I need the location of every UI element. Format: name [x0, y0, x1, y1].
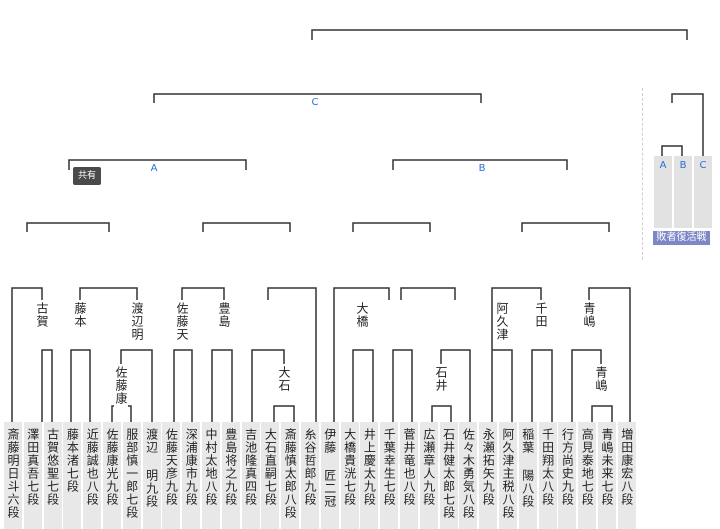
block-label-a[interactable]: A	[150, 163, 158, 174]
winner-name: 藤本	[73, 300, 87, 330]
player-name: 吉池隆真四段	[243, 428, 258, 506]
block-label-c[interactable]: C	[311, 97, 319, 108]
section-divider	[642, 88, 643, 260]
player-name: 稲葉 陽八段	[520, 428, 535, 508]
block-label-b[interactable]: B	[478, 163, 486, 174]
player-name: 近藤誠也八段	[85, 428, 100, 506]
player-name: 井上慶太九段	[362, 428, 377, 506]
player-name: 佐々木勇気八段	[461, 428, 476, 519]
player-cell[interactable]: 藤本渚七段	[63, 422, 82, 529]
player-name: 古賀悠聖七段	[45, 428, 60, 506]
winner-name: 青嶋	[582, 300, 596, 330]
player-name: 糸谷哲郎九段	[303, 428, 317, 506]
player-name: 千葉幸生七段	[382, 428, 397, 506]
player-cell[interactable]: 大橋貴洸七段	[340, 422, 359, 529]
player-name: 深浦康市九段	[184, 428, 199, 506]
bracket-lines	[11, 29, 704, 422]
player-name: 永瀬拓矢九段	[481, 428, 496, 506]
share-button[interactable]: 共有	[73, 167, 101, 185]
player-cell[interactable]: 大石直嗣七段	[261, 422, 280, 529]
winner-name: 渡辺明	[130, 300, 144, 343]
winner-name: 大石	[277, 364, 291, 394]
player-name: 佐藤天彦九段	[164, 428, 179, 506]
player-name: 豊島将之九段	[223, 428, 238, 506]
player-name: 高見泰地七段	[580, 428, 595, 506]
player-cell[interactable]: 佐々木勇気八段	[459, 422, 478, 529]
player-name: 藤本渚七段	[65, 428, 80, 493]
player-cell[interactable]: 近藤誠也八段	[83, 422, 102, 529]
player-cell[interactable]: 千葉幸生七段	[380, 422, 399, 529]
player-cell[interactable]: 吉池隆真四段	[241, 422, 260, 529]
player-cell[interactable]: 稲葉 陽八段	[518, 422, 537, 529]
player-cell[interactable]: 渡辺 明九段	[142, 422, 161, 529]
winner-name: 千田	[534, 300, 548, 330]
player-cell[interactable]: 豊島将之九段	[221, 422, 240, 529]
player-name: 行方尚史九段	[560, 428, 575, 506]
player-cell[interactable]: 阿久津主税八段	[499, 422, 517, 529]
player-name: 渡辺 明九段	[144, 428, 159, 508]
player-name: 中村太地八段	[204, 428, 218, 506]
player-cell[interactable]: 広瀬章人九段	[419, 422, 438, 529]
player-name: 澤田真吾七段	[25, 428, 40, 506]
player-name: 千田翔太八段	[540, 428, 555, 506]
winner-name: 豊島	[217, 300, 231, 330]
winner-name: 石井	[434, 364, 448, 394]
player-cell[interactable]: 高見泰地七段	[578, 422, 597, 529]
player-cell[interactable]: 伊藤 匠二冠	[320, 422, 339, 529]
player-cell[interactable]: 佐藤康光九段	[103, 422, 121, 529]
player-name: 服部慎一郎七段	[124, 428, 139, 519]
player-name: 青嶋未来七段	[600, 428, 614, 506]
revival-col-b[interactable]: B	[674, 156, 692, 228]
player-cell[interactable]: 糸谷哲郎九段	[301, 422, 319, 529]
player-name: 伊藤 匠二冠	[322, 428, 337, 508]
player-cell[interactable]: 深浦康市九段	[182, 422, 201, 529]
player-cell[interactable]: 石井健太郎七段	[439, 422, 458, 529]
revival-col-a[interactable]: A	[654, 156, 672, 228]
player-cell[interactable]: 斎藤慎太郎八段	[281, 422, 300, 529]
winner-name: 大橋	[355, 300, 369, 330]
player-cell[interactable]: 斎藤明日斗六段	[4, 422, 22, 529]
player-name: 菅井竜也八段	[402, 428, 416, 506]
player-name: 石井健太郎七段	[441, 428, 456, 519]
player-cell[interactable]: 増田康宏八段	[617, 422, 636, 529]
player-name: 佐藤康光九段	[105, 428, 119, 506]
winner-name: 青嶋	[594, 364, 608, 394]
revival-col-c[interactable]: C	[694, 156, 712, 228]
player-name: 斎藤慎太郎八段	[283, 428, 298, 519]
player-name: 斎藤明日斗六段	[6, 428, 20, 519]
player-cell[interactable]: 千田翔太八段	[538, 422, 557, 529]
player-cell[interactable]: 青嶋未来七段	[598, 422, 616, 529]
player-cell[interactable]: 中村太地八段	[202, 422, 220, 529]
player-name: 大石直嗣七段	[263, 428, 278, 506]
player-cell[interactable]: 菅井竜也八段	[400, 422, 418, 529]
player-cell[interactable]: 永瀬拓矢九段	[479, 422, 498, 529]
player-name: 広瀬章人九段	[421, 428, 436, 506]
player-cell[interactable]: 古賀悠聖七段	[43, 422, 62, 529]
player-cell[interactable]: 佐藤天彦九段	[162, 422, 181, 529]
player-name: 大橋貴洸七段	[342, 428, 357, 506]
player-cell[interactable]: 行方尚史九段	[558, 422, 577, 529]
winner-name: 古賀	[35, 300, 49, 330]
revival-title[interactable]: 敗者復活戦	[653, 231, 710, 245]
player-name: 阿久津主税八段	[501, 428, 515, 519]
winner-name: 佐藤康	[114, 364, 128, 407]
player-cell[interactable]: 澤田真吾七段	[23, 422, 42, 529]
winner-name: 阿久津	[495, 300, 509, 343]
player-cell[interactable]: 井上慶太九段	[360, 422, 379, 529]
player-name: 増田康宏八段	[619, 428, 634, 506]
player-cell[interactable]: 服部慎一郎七段	[122, 422, 141, 529]
winner-name: 佐藤天	[175, 300, 189, 343]
